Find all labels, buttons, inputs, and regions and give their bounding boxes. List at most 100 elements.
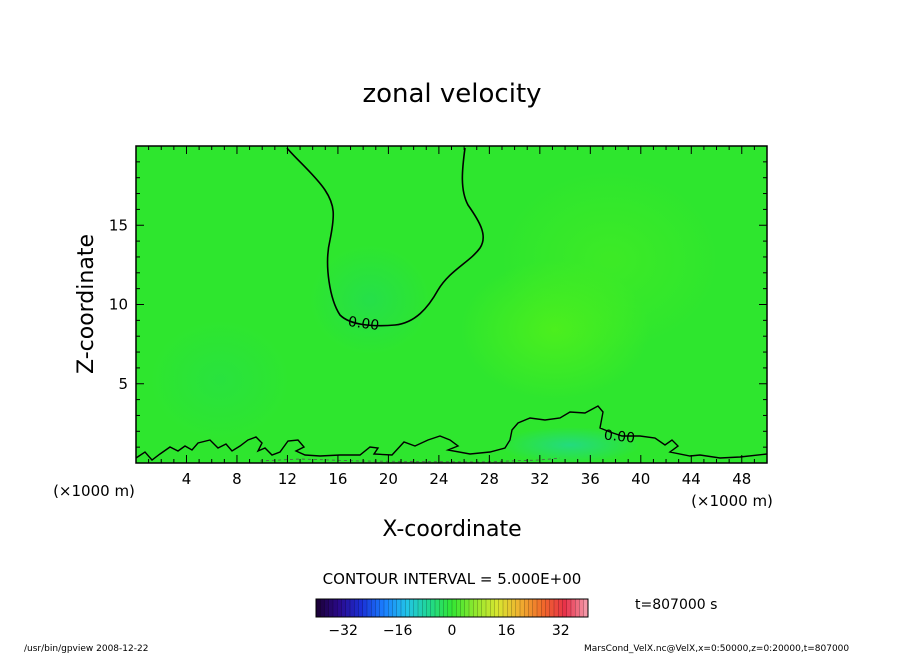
colorbar-swatch [562,599,568,617]
x-tick-label: 28 [480,470,499,488]
colorbar-swatch [558,599,563,617]
x-tick-label: 36 [581,470,600,488]
colorbar-swatch [405,599,410,617]
footer-left: /usr/bin/gpview 2008-12-22 [24,644,148,654]
colorbar-swatch [575,599,580,617]
y-axis-ticks: 5 10 15 [109,161,767,448]
colorbar-swatch [430,599,436,617]
colorbar-swatch [515,599,521,617]
colorbar-swatch [490,599,495,617]
colorbar-swatch [473,599,478,617]
time-label: t=807000 s [635,597,717,613]
colorbar-tick-label: 0 [448,623,457,639]
x-tick-label: 20 [379,470,398,488]
contour-label-upper: 0.00 [347,314,380,334]
contour-interval-label: CONTOUR INTERVAL = 5.000E+00 [323,570,582,588]
colorbar-swatch [379,599,385,617]
colorbar-swatch [316,599,321,617]
colorbar-swatch [583,599,589,617]
colorbar-swatch [456,599,461,617]
colorbar-swatch [452,599,457,617]
colorbar-swatch [481,599,487,617]
field-shade-positive-2 [500,170,720,350]
colorbar-swatch [362,599,368,617]
footer-right: MarsCond_VelX.nc@VelX,x=0:50000,z=0:2000… [584,644,849,654]
colorbar-swatch [571,599,576,617]
colorbar-swatch [422,599,427,617]
colorbar-swatch [413,599,419,617]
colorbar-swatch [396,599,402,617]
colorbar-swatch [494,599,500,617]
colorbar-swatch [498,599,504,617]
x-tick-label: 16 [328,470,347,488]
colorbar-swatch [566,599,572,617]
colorbar-tick-label: 32 [552,623,570,639]
colorbar-swatch [367,599,372,617]
colorbar-swatch [371,599,376,617]
colorbar-swatch [384,599,389,617]
colorbar-swatch [341,599,347,617]
colorbar-swatch [409,599,415,617]
colorbar-tick-label: 16 [497,623,515,639]
colorbar-swatch [401,599,406,617]
colorbar-swatch [418,599,423,617]
colorbar-swatch [507,599,512,617]
colorbar-swatch [333,599,338,617]
x-tick-label: 40 [631,470,650,488]
colorbar-swatch [511,599,517,617]
colorbar-swatch [435,599,440,617]
colorbar-swatch [447,599,453,617]
colorbar-swatch [350,599,355,617]
colorbar-swatch [528,599,534,617]
colorbar-swatch [464,599,470,617]
colorbar-swatch [439,599,444,617]
colorbar-swatch [537,599,542,617]
colorbar-swatch [358,599,364,617]
y-tick-label: 15 [109,216,128,234]
x-tick-label: 44 [682,470,701,488]
colorbar-swatch [549,599,555,617]
colorbar-swatch [469,599,474,617]
colorbar-swatch [320,599,325,617]
colorbar-frame [315,598,589,618]
colorbar-swatch [375,599,381,617]
plot-area [136,146,767,463]
colorbar-swatch [328,599,334,617]
y-tick-label: 10 [109,296,128,314]
x-tick-label: 12 [278,470,297,488]
colorbar-swatch [392,599,398,617]
colorbar-swatch [520,599,525,617]
x-tick-label: 24 [429,470,448,488]
x-tick-label: 48 [732,470,751,488]
colorbar-swatch [579,599,585,617]
chart-title: zonal velocity [362,79,541,109]
x-axis-ticks: 4 8 12 16 20 24 28 32 36 40 44 48 [148,146,755,488]
contour-zero-upper [286,147,484,327]
colorbar-swatch [477,599,483,617]
field-shade-near-surface [500,427,640,463]
x-tick-label: 4 [182,470,192,488]
colorbar-swatch [337,599,342,617]
x-tick-label: 32 [530,470,549,488]
colorbar-swatch [388,599,393,617]
colorbar-tick-label: −32 [328,623,358,639]
x-tick-label: 8 [232,470,242,488]
contour-label-lower: 0.00 [603,427,636,446]
colorbar-swatch [532,599,538,617]
colorbar-swatch [545,599,551,617]
colorbar-swatch [503,599,508,617]
colorbar-tick-label: −16 [383,623,413,639]
colorbar-swatch [324,599,330,617]
x-axis-unit-right: (×1000 m) [691,492,773,510]
colorbar-swatch [486,599,491,617]
colorbar-swatch [345,599,351,617]
colorbar-swatch [524,599,529,617]
y-tick-label: 5 [118,375,128,393]
colorbar [315,599,589,617]
colorbar-swatch [460,599,466,617]
colorbar-ticks: −32 −16 0 16 32 [328,623,569,639]
colorbar-swatch [541,599,546,617]
x-axis-label: X-coordinate [382,517,521,542]
x-axis-unit-left: (×1000 m) [53,482,135,500]
